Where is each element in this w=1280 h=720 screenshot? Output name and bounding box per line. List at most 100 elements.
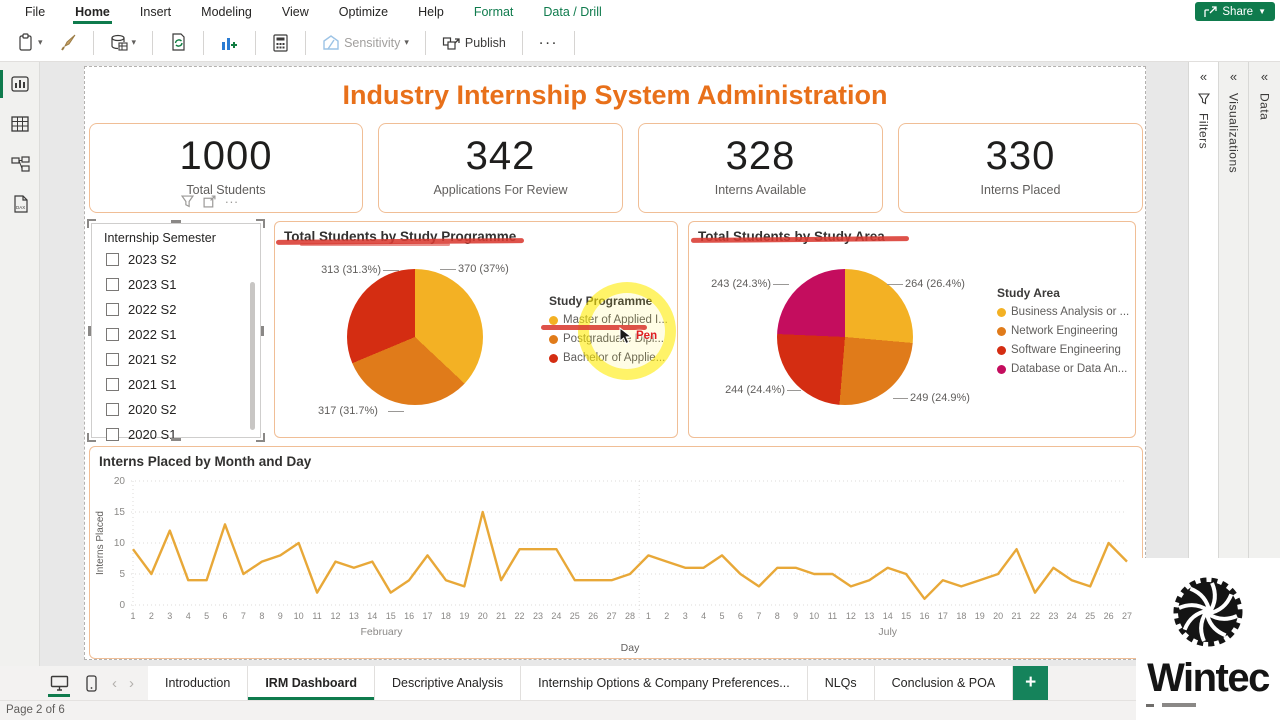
refresh-button[interactable] [164,29,192,56]
pie-callout: 243 (24.3%) [711,278,771,290]
dax-query-view-button[interactable]: DAX [0,186,40,222]
menu-item-modeling[interactable]: Modeling [201,4,252,19]
selection-handle[interactable] [261,325,264,336]
zoom-slider[interactable] [1162,703,1196,707]
slicer-option-2020-s2[interactable]: 2020 S2 [92,397,260,422]
svg-text:10: 10 [114,538,126,549]
kpi-card-applications[interactable]: 342 Applications For Review [378,123,623,213]
selection-handle[interactable] [256,219,265,228]
legend-item[interactable]: Software Engineering [997,344,1133,356]
kpi-value: 342 [465,134,536,178]
selection-handle[interactable] [88,325,91,336]
slicer-option-2022-s2[interactable]: 2022 S2 [92,297,260,322]
checkbox-icon[interactable] [106,403,119,416]
menu-item-insert[interactable]: Insert [139,4,172,19]
page-tab-introduction[interactable]: Introduction [148,666,249,700]
new-page-button[interactable]: + [1013,666,1049,700]
menu-item-help[interactable]: Help [418,4,444,19]
checkbox-icon[interactable] [106,353,119,366]
checkbox-icon[interactable] [106,278,119,291]
menu-item-format[interactable]: Format [473,4,514,19]
checkbox-icon[interactable] [106,303,119,316]
table-view-button[interactable] [0,106,40,142]
new-visual-icon [222,37,238,50]
checkbox-icon[interactable] [106,428,119,441]
slicer-option-2021-s2[interactable]: 2021 S2 [92,347,260,372]
kpi-card-interns-available[interactable]: 328 Interns Available [638,123,883,213]
svg-text:2: 2 [149,611,154,621]
visual-filter-icon[interactable] [181,195,194,208]
pie-legend: Study Area Business Analysis or ... Netwo… [997,286,1133,382]
share-icon [1204,5,1218,17]
pie-chart-study-programme[interactable]: Total Students by Study Programme 313 (3… [274,221,678,438]
selection-handle[interactable] [87,433,96,442]
expand-data-icon[interactable]: « [1260,69,1269,84]
menu-item-file[interactable]: File [25,4,46,19]
sensitivity-button[interactable]: Sensitivity ▾ [317,30,414,55]
slicer-option-2023-s1[interactable]: 2023 S1 [92,272,260,297]
publish-button[interactable]: Publish [437,30,511,56]
mobile-layout-button[interactable] [76,666,106,700]
legend-item[interactable]: Postgraduate Dipl... [549,333,675,345]
kpi-card-total-students[interactable]: 1000 Total Students [89,123,363,213]
sensitivity-chevron-icon: ▾ [404,37,409,47]
slicer-option-2022-s1[interactable]: 2022 S1 [92,322,260,347]
menu-item-view[interactable]: View [281,4,309,19]
legend-item[interactable]: Database or Data An... [997,363,1133,375]
pie-study-programme[interactable] [347,269,483,405]
menu-item-data-drill[interactable]: Data / Drill [543,4,602,19]
legend-item[interactable]: Master of Applied I... [549,314,675,326]
desktop-layout-button[interactable] [42,666,76,700]
model-view-button[interactable] [0,146,40,182]
focus-mode-icon[interactable] [203,195,216,208]
zoom-out-icon[interactable] [1146,703,1154,707]
legend-item[interactable]: Network Engineering [997,325,1133,337]
paste-button[interactable]: ▾ [12,29,48,56]
legend-item[interactable]: Bachelor of Applie... [549,352,675,364]
page-tab-irm-dashboard[interactable]: IRM Dashboard [248,666,376,700]
kpi-card-interns-placed[interactable]: 330 Interns Placed [898,123,1143,213]
checkbox-icon[interactable] [106,253,119,266]
share-button[interactable]: Share ▼ [1195,2,1275,21]
expand-filters-icon[interactable]: « [1199,69,1208,84]
slicer-option-2021-s1[interactable]: 2021 S1 [92,372,260,397]
get-data-button[interactable]: ▾ [105,30,142,56]
refresh-icon [172,33,185,51]
slicer-option-2023-s2[interactable]: 2023 S2 [92,247,260,272]
new-measure-button[interactable] [267,30,294,56]
page-tab-conclusion-poa[interactable]: Conclusion & POA [874,666,1014,700]
selection-handle[interactable] [171,220,181,223]
selection-handle[interactable] [171,438,181,441]
page-tab-nlqs[interactable]: NLQs [807,666,875,700]
svg-text:22: 22 [1030,611,1040,621]
legend-item[interactable]: Business Analysis or ... [997,306,1133,318]
pie-study-area[interactable] [777,269,913,405]
legend-item-label: Postgraduate Dipl... [563,333,665,345]
page-title: Industry Internship System Administratio… [342,80,888,110]
page-tab-descriptive-analysis[interactable]: Descriptive Analysis [375,666,522,700]
new-visual-button[interactable] [215,30,244,56]
next-page-button[interactable]: › [129,674,134,692]
page-tab-internship-options-company-preferences[interactable]: Internship Options & Company Preferences… [521,666,808,700]
zoom-control[interactable] [1146,703,1196,707]
format-painter-button[interactable] [54,30,82,55]
visual-more-options-icon[interactable]: ... [225,191,239,206]
checkbox-icon[interactable] [106,328,119,341]
more-options-button[interactable]: ... [538,30,559,48]
svg-text:12: 12 [846,611,856,621]
slicer-option-2020-s1[interactable]: 2020 S1 [92,422,260,447]
checkbox-icon[interactable] [106,378,119,391]
pie-chart-study-area[interactable]: Total Students by Study Area 243 (24.3%)… [688,221,1136,438]
menu-item-home[interactable]: Home [60,1,125,24]
expand-visualizations-icon[interactable]: « [1229,69,1238,84]
selection-handle[interactable] [256,433,265,442]
slicer-scrollbar[interactable] [250,282,255,430]
previous-page-button[interactable]: ‹ [112,674,117,692]
table-view-icon [11,116,29,132]
selection-handle[interactable] [87,219,96,228]
menu-item-optimize[interactable]: Optimize [338,4,389,19]
line-chart-interns-placed[interactable]: Interns Placed by Month and Day 0 5 10 15 20… [89,446,1143,659]
slicer-internship-semester[interactable]: Internship Semester 2023 S2 2023 S1 2022 S… [87,219,265,442]
svg-text:3: 3 [683,611,688,621]
report-view-button[interactable] [0,66,40,102]
